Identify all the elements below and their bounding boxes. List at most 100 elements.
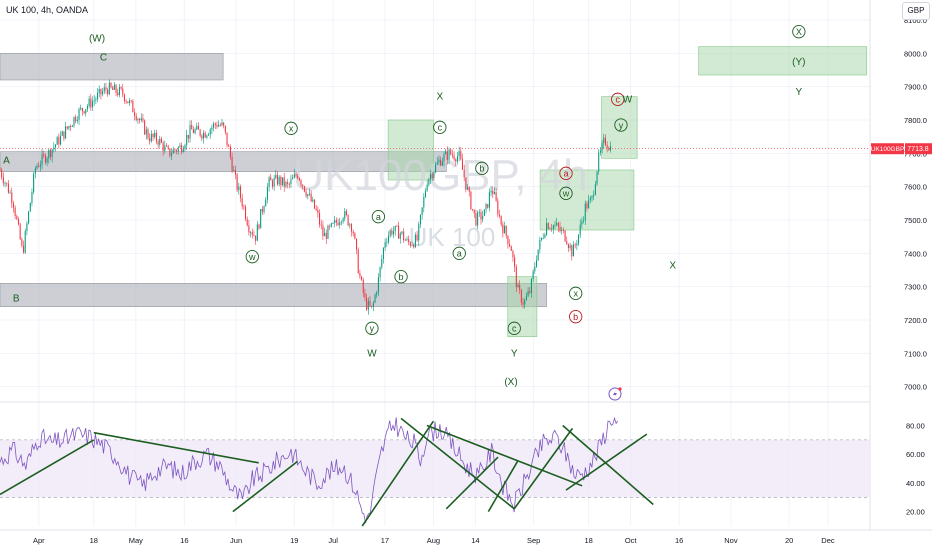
candle-body <box>139 119 141 121</box>
wave-label-circle <box>371 210 386 224</box>
candle-body <box>435 164 437 173</box>
wave-label-circle <box>394 270 408 284</box>
alert-icon[interactable] <box>608 387 622 401</box>
candle-body <box>456 156 458 162</box>
rsi-tick-label: 20.00 <box>906 508 925 517</box>
candle-body <box>423 196 425 208</box>
candle-body <box>438 159 440 163</box>
candle-body <box>218 124 220 127</box>
candle-body <box>386 242 388 243</box>
candle-body <box>44 155 46 163</box>
candle-body <box>604 137 606 145</box>
watermark-name: UK 100 <box>409 222 496 252</box>
wave-label: (Y) <box>792 57 805 68</box>
candle-body <box>209 129 211 135</box>
candle-body <box>554 225 556 226</box>
candle-body <box>461 159 464 170</box>
candle-body <box>589 197 591 200</box>
rsi-trend-line <box>400 417 515 510</box>
candle-body <box>46 158 48 163</box>
candle-body <box>221 122 223 126</box>
time-tick-label: Jul <box>328 536 338 545</box>
time-tick-label: 19 <box>290 536 298 545</box>
candle-body <box>102 91 104 95</box>
wave-label-circle <box>569 286 583 300</box>
candle-body <box>411 244 413 246</box>
candle-body <box>118 87 120 96</box>
candle-body <box>21 239 23 246</box>
time-tick-label: Oct <box>625 536 638 545</box>
candle-body <box>231 156 233 171</box>
price-tick-label: 7600.0 <box>904 183 927 192</box>
time-axis[interactable]: Apr 18 May 16 Jun 19 Jul 17 Aug 14 Sep 18 Oct 16 Nov 20… <box>0 529 932 545</box>
candle-body <box>211 127 213 130</box>
candle-body <box>248 225 250 233</box>
candle-body <box>556 222 558 226</box>
time-tick-label: 16 <box>675 536 683 545</box>
candle-body <box>603 137 605 144</box>
candle-body <box>307 194 309 197</box>
currency-button[interactable]: GBP <box>902 2 930 20</box>
candle-body <box>31 192 33 203</box>
wave-label-text: c <box>615 95 620 105</box>
time-tick-label: Dec <box>821 536 835 545</box>
candle-body <box>549 228 551 230</box>
candle-body <box>561 229 563 231</box>
wave-label-text: a <box>563 169 568 179</box>
candle-body <box>28 211 30 224</box>
rsi-panel[interactable] <box>0 416 870 527</box>
candle-body <box>208 134 210 136</box>
wave-label-text: (Y) <box>792 57 805 68</box>
candle-body <box>310 193 312 202</box>
candle-body <box>95 99 97 101</box>
wave-label-text: B <box>13 294 20 305</box>
candle-body <box>522 302 524 305</box>
candle-body <box>389 230 391 236</box>
wave-label: c <box>507 321 521 335</box>
candle-body <box>80 108 82 110</box>
candle-body <box>583 220 585 222</box>
candle-body <box>265 199 267 207</box>
candle-body <box>478 212 480 213</box>
candle-body <box>243 206 245 208</box>
rsi-tick-label: 80.00 <box>906 422 925 431</box>
candle-body <box>384 242 386 248</box>
candle-body <box>515 267 517 288</box>
wave-label: c <box>433 120 447 134</box>
candle-body <box>223 122 225 126</box>
candle-body <box>487 204 489 208</box>
candle-body <box>34 168 36 174</box>
candle-body <box>418 224 420 241</box>
candle-body <box>278 176 280 185</box>
candle-body <box>154 132 156 138</box>
candle-body <box>132 101 134 113</box>
candle-body <box>539 239 541 250</box>
candle-body <box>525 296 527 301</box>
price-axis[interactable]: 7000.0 7100.0 7200.0 7300.0 7400.0 7500.0 7600… <box>904 16 927 392</box>
candle-body <box>436 162 438 165</box>
wave-label: (X) <box>504 377 517 388</box>
price-tag-symbol: UK100GBP <box>871 146 905 153</box>
candle-body <box>38 165 40 167</box>
candle-body <box>572 244 575 257</box>
price-tick-label: 7300.0 <box>904 283 927 292</box>
candle-body <box>182 149 184 153</box>
wave-label-text: x <box>289 124 294 134</box>
time-tick-label: 16 <box>180 536 188 545</box>
candle-body <box>609 146 612 151</box>
time-tick-label: Aug <box>427 536 440 545</box>
wave-label-circle <box>475 161 489 175</box>
candle-body <box>413 244 415 248</box>
candle-body <box>392 231 395 235</box>
gray-zone <box>0 151 447 172</box>
candle-body <box>2 177 4 184</box>
price-tick-label: 7200.0 <box>904 316 927 325</box>
price-tick-label: 7800.0 <box>904 116 927 125</box>
candle-body <box>65 126 67 139</box>
candle-body <box>150 133 152 142</box>
candle-body <box>23 245 25 253</box>
wave-label: w <box>245 250 259 264</box>
wave-label-text: b <box>399 272 404 282</box>
candle-body <box>396 225 398 227</box>
